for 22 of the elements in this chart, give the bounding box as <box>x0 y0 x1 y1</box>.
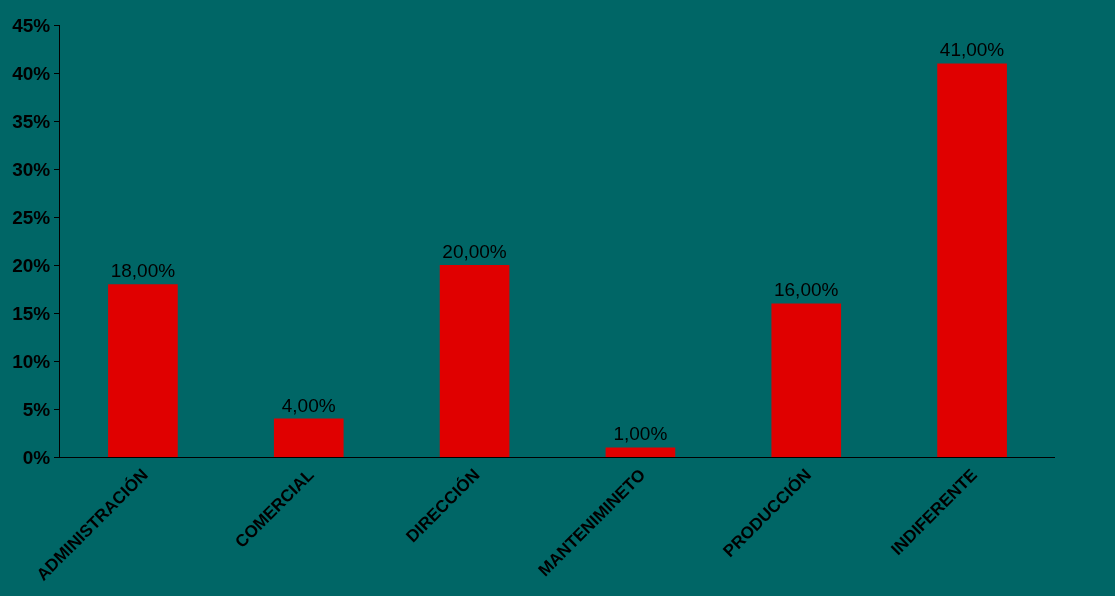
data-label: 18,00% <box>110 260 176 282</box>
data-label: 1,00% <box>613 423 668 445</box>
data-label: 41,00% <box>939 39 1005 61</box>
bar <box>771 303 842 457</box>
bar <box>108 284 178 457</box>
data-label: 20,00% <box>442 241 507 262</box>
y-tick-label: 20% <box>12 254 51 276</box>
y-tick-label: 10% <box>12 350 51 372</box>
y-tick-label: 25% <box>12 206 51 228</box>
y-tick-label: 5% <box>22 398 51 420</box>
bar <box>937 63 1007 457</box>
y-tick-label: 0% <box>22 446 51 468</box>
data-label: 4,00% <box>281 394 336 416</box>
y-tick-label: 15% <box>12 302 51 324</box>
bar <box>273 418 344 457</box>
y-tick-label: 35% <box>12 110 51 132</box>
y-tick-label: 45% <box>12 14 51 36</box>
bar <box>605 447 676 457</box>
data-label: 16,00% <box>773 279 839 301</box>
y-tick-label: 30% <box>12 158 51 180</box>
bar <box>439 265 510 457</box>
y-tick-label: 40% <box>12 62 51 84</box>
